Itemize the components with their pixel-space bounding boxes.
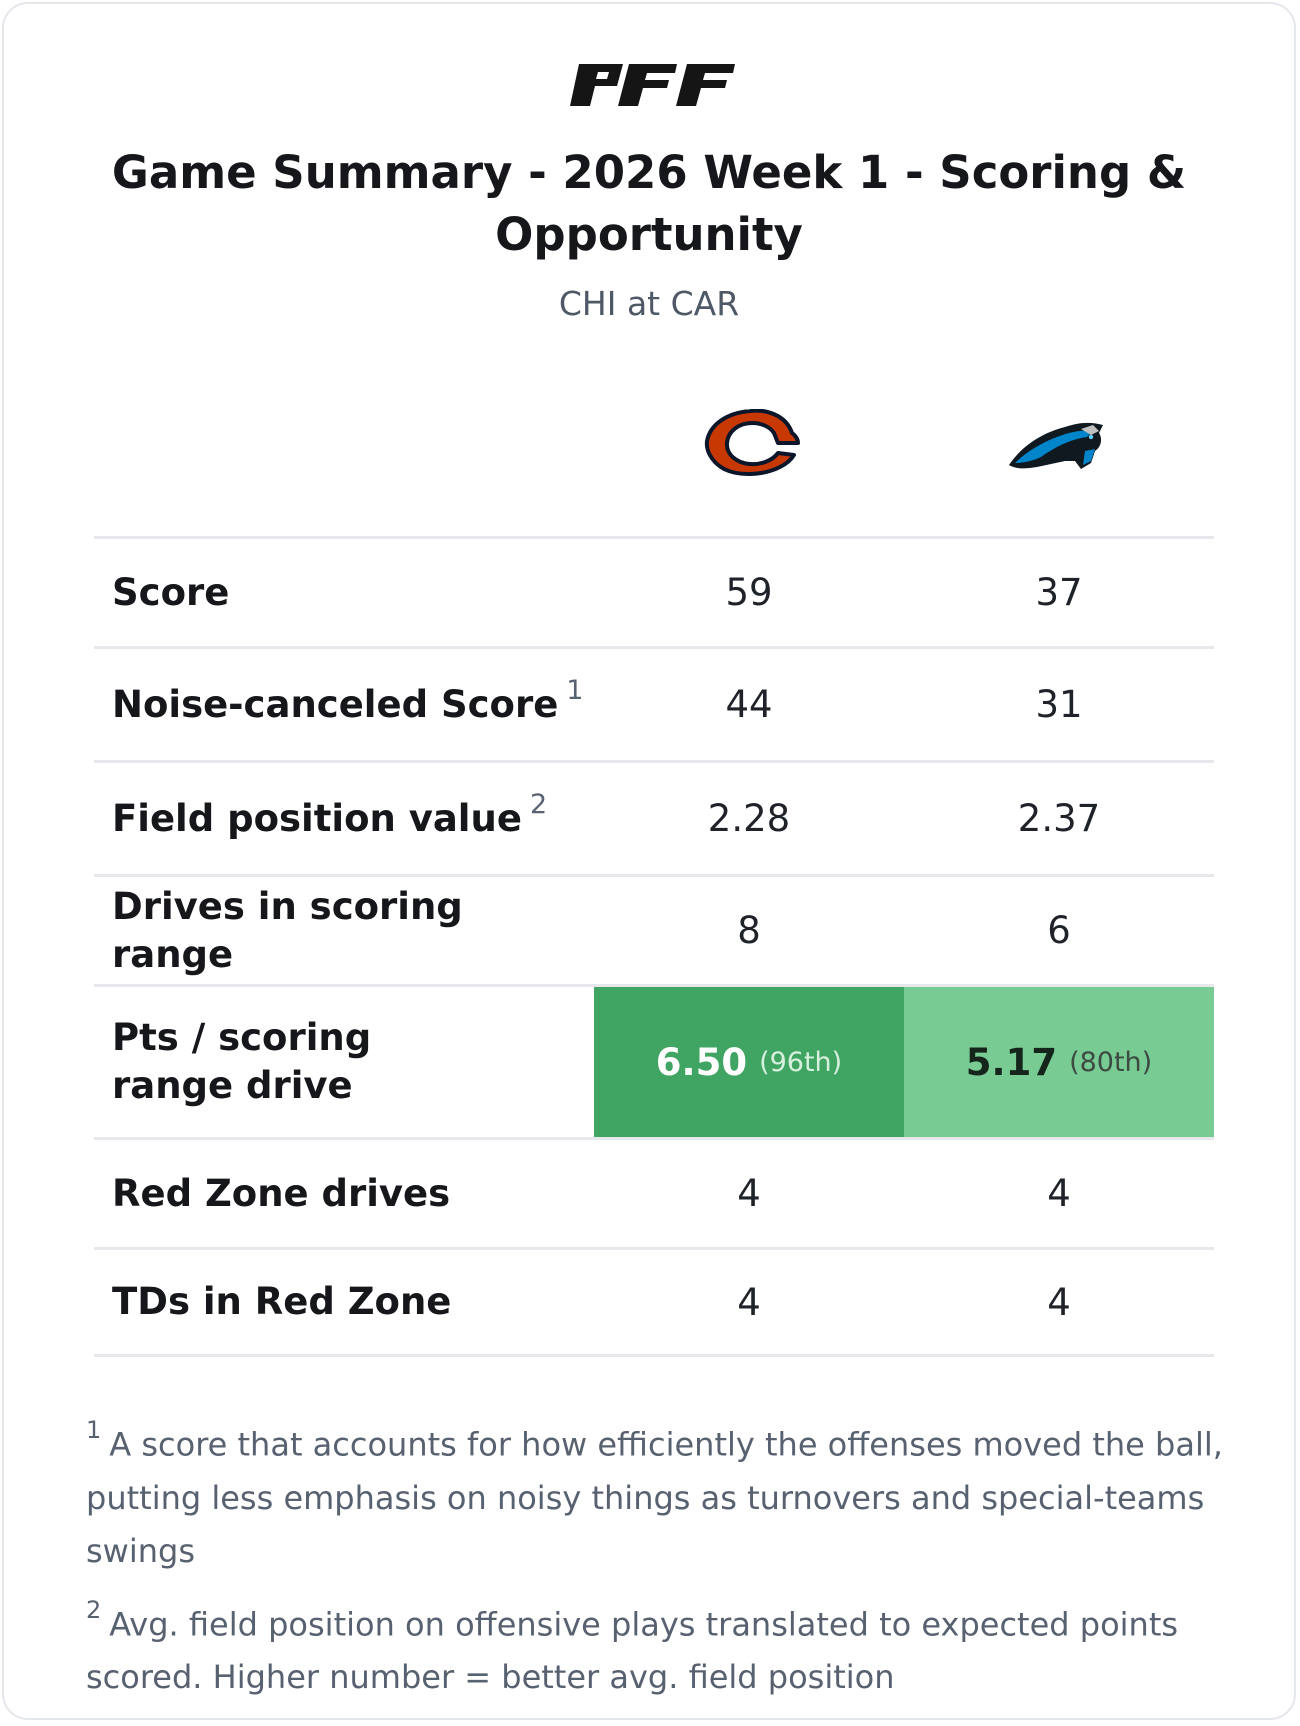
table-row: Red Zone drives 4 4 <box>94 1137 1214 1247</box>
chi-value: 8 <box>737 909 761 952</box>
table-row: Field position value 2 2.28 2.37 <box>94 760 1214 874</box>
chi-value-highlight: 6.50 (96th) <box>594 987 904 1137</box>
car-value: 2.37 <box>1017 797 1101 840</box>
table-row: Score 59 37 <box>94 536 1214 646</box>
chi-value: 2.28 <box>707 797 791 840</box>
footnote-2: 2 Avg. field position on offensive plays … <box>86 1590 1226 1705</box>
footnote-text: A score that accounts for how efficientl… <box>86 1425 1223 1570</box>
carolina-panthers-logo <box>1009 422 1103 469</box>
footnote-marker: 1 <box>566 674 584 706</box>
footnote-marker: 1 <box>86 1416 102 1444</box>
row-label: Drives in scoring range <box>112 884 463 976</box>
chi-value: 4 <box>737 1172 761 1215</box>
footnote-text: Avg. field position on offensive plays t… <box>86 1605 1179 1697</box>
car-percentile: (80th) <box>1069 1046 1153 1078</box>
row-label: TDs in Red Zone <box>112 1280 452 1323</box>
row-label: Red Zone drives <box>112 1171 451 1215</box>
car-value: 6 <box>1047 909 1071 952</box>
table-row: TDs in Red Zone 4 4 <box>94 1247 1214 1357</box>
chicago-bears-logo <box>704 409 800 476</box>
chi-percentile: (96th) <box>759 1046 843 1078</box>
stats-table: Score 59 37 Noise-canceled Score 1 44 31 … <box>94 536 1214 1357</box>
footnote-marker: 2 <box>529 788 548 820</box>
car-value: 5.17 <box>965 1040 1058 1084</box>
footnote-marker: 2 <box>86 1595 102 1624</box>
pff-logo <box>570 64 735 106</box>
row-label: Score <box>112 570 230 614</box>
table-row: Pts / scoring range drive 6.50 (96th) 5.… <box>94 984 1214 1137</box>
car-value: 37 <box>1035 571 1083 614</box>
row-label: Noise-canceled Score 1 <box>94 649 594 760</box>
car-value-highlight: 5.17 (80th) <box>904 987 1214 1137</box>
table-row: Drives in scoring range 8 6 <box>94 874 1214 984</box>
car-value: 31 <box>1035 683 1083 726</box>
row-label: Pts / scoring range drive <box>112 1016 372 1107</box>
matchup-subtitle: CHI at CAR <box>558 284 740 323</box>
chi-value: 4 <box>737 1280 761 1324</box>
car-value: 4 <box>1047 1172 1071 1215</box>
table-row: Noise-canceled Score 1 44 31 <box>94 646 1214 760</box>
chi-value: 44 <box>725 683 773 726</box>
page-title: Game Summary - 2026 Week 1 - Scoring & O… <box>111 146 1187 261</box>
chi-value: 59 <box>725 571 773 614</box>
row-label: Field position value 2 <box>94 763 594 874</box>
car-value: 4 <box>1047 1280 1071 1324</box>
chi-value: 6.50 <box>655 1040 748 1084</box>
